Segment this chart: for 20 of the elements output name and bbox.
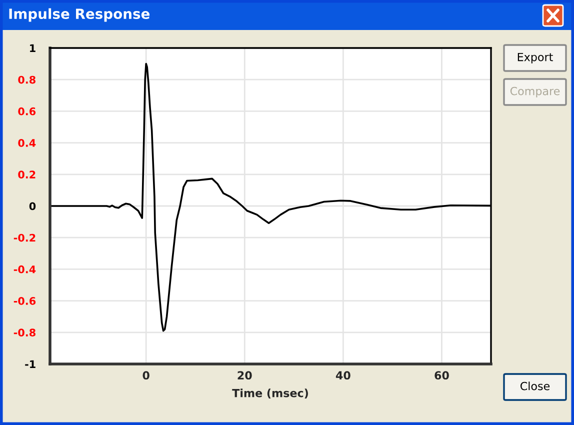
x-tick-label: 20 xyxy=(238,371,252,380)
y-tick-label: -1 xyxy=(25,360,36,368)
x-tick-label: 0 xyxy=(142,371,150,380)
x-tick-label: 40 xyxy=(336,371,350,380)
text: Compare xyxy=(510,86,560,98)
x-axis-title: Time (msec) xyxy=(232,388,308,399)
text: Close xyxy=(520,382,550,390)
chart-title: Impulse Response xyxy=(9,8,150,22)
y-tick-label: 0 xyxy=(29,202,36,210)
y-tick-label: 0.8 xyxy=(18,76,36,84)
y-tick-label: -0.2 xyxy=(14,234,36,242)
text: Export xyxy=(518,52,553,64)
y-tick-label: 0.4 xyxy=(18,139,36,147)
y-tick-label: 0.6 xyxy=(18,107,36,116)
y-tick-label: -0.6 xyxy=(14,297,36,305)
x-tick-label: 60 xyxy=(434,371,449,380)
y-tick-label: -0.8 xyxy=(14,328,36,337)
y-tick-label: -0.4 xyxy=(14,265,36,274)
y-tick-label: 1 xyxy=(30,44,36,52)
y-tick-label: 0.2 xyxy=(18,170,36,179)
